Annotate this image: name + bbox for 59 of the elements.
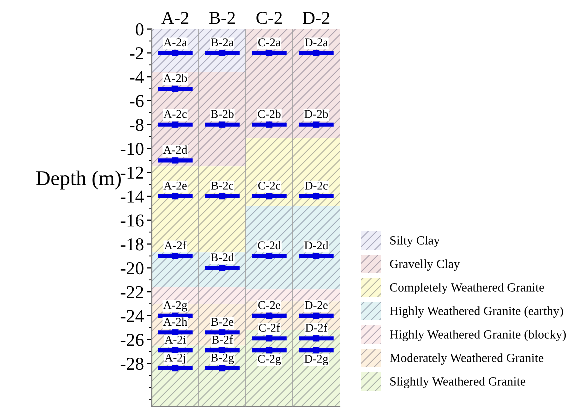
y-tick-label: -6 [130,95,144,108]
y-tick-label: -24 [120,310,144,322]
annotation: C-2f [259,324,280,332]
annotation: D-2a [305,38,328,47]
y-tick-label: -18 [120,238,144,251]
annotation: C-2c [258,182,281,190]
annotation: B-2b [211,110,234,118]
annotation: B-2d [211,253,234,262]
y-tick-label: -26 [120,334,144,346]
annotation: A-2g [163,301,188,312]
y-tick-label: 0 [136,24,144,36]
y-tick-label: -22 [120,286,144,298]
legend-label: Completely Weathered Granite [390,283,544,294]
legend-label: Moderately Weathered Granite [390,354,544,365]
annotation: D-2f [306,324,328,332]
y-tick-label: -16 [120,214,144,227]
annotation: B-2f [212,336,234,344]
annotation: A-2e [164,182,187,190]
annotation: D-2d [304,241,328,250]
legend-label: Slightly Weathered Granite [390,377,526,388]
annotation: D-2g [304,355,328,366]
legend-label: Highly Weathered Granite (blocky) [390,330,566,342]
legend-label: Highly Weathered Granite (earthy) [390,306,564,318]
y-tick-label: -14 [120,190,144,203]
annotation: C-2d [258,241,282,250]
y-tick-label: -10 [120,142,144,156]
legend-label: Gravelly Clay [390,260,460,271]
annotation: A-2h [163,318,188,326]
annotation: C-2e [258,301,281,310]
y-tick-label: -12 [120,166,144,179]
annotation: D-2c [305,182,328,190]
y-tick-label: -8 [130,119,144,132]
bar [199,287,246,304]
annotation: C-2g [258,355,282,366]
annotation: B-2c [211,182,234,190]
x-tick-label: A-2 [162,12,189,24]
y-tick-label: -4 [130,71,144,84]
annotation: C-2b [258,110,281,118]
annotation: A-2a [164,38,188,47]
annotation: A-2j [164,354,186,364]
annotation: A-2d [163,146,188,154]
x-tick-label: C-2 [256,12,282,24]
annotation: D-2e [305,301,328,310]
annotation: A-2i [164,336,186,344]
annotation: B-2g [211,354,234,364]
y-axis-title: Depth (m) [36,170,122,190]
annotation: A-2c [164,110,187,118]
annotation: B-2e [211,318,234,326]
legend-label: Silty Clay [390,236,440,248]
x-tick-label: D-2 [302,12,330,24]
y-tick-label: -20 [120,262,144,275]
annotation: D-2b [304,110,328,118]
annotation: A-2f [164,241,187,250]
annotation: A-2b [163,74,188,82]
x-tick-label: B-2 [209,12,236,24]
annotation: C-2a [258,38,281,47]
y-tick-label: -2 [130,47,144,60]
annotation: B-2a [211,38,234,47]
y-tick-label: -28 [120,358,144,370]
